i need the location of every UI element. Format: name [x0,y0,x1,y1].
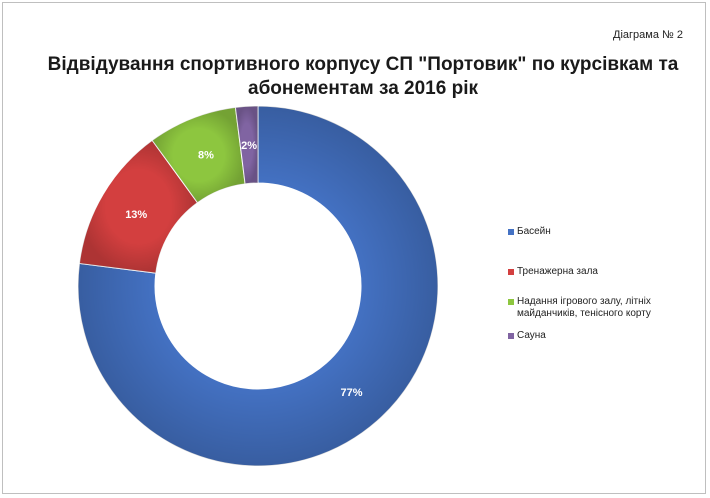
legend-item-0: Басейн [508,226,708,266]
chart-title: Відвідування спортивного корпусу СП "Пор… [47,54,679,99]
slice-label-1: 13% [125,209,147,221]
legend-swatch-0 [508,229,514,235]
slice-label-0: 77% [341,387,363,399]
chart-legend: Басейн Тренажерна зала Надання ігрового … [508,226,708,350]
legend-swatch-2 [508,299,514,305]
legend-item-2: Надання ігрового залу, літніх майданчикі… [508,296,708,330]
slice-label-2: 8% [198,149,214,161]
slice-shade-2 [152,107,246,203]
diagram-number-label: Діаграма № 2 [613,29,683,41]
legend-swatch-1 [508,269,514,275]
legend-label-1: Тренажерна зала [517,266,598,277]
legend-item-1: Тренажерна зала [508,266,708,296]
legend-label-0: Басейн [517,226,551,237]
slice-shade-0 [77,106,438,466]
legend-label-3: Сауна [517,330,546,341]
legend-swatch-3 [508,333,514,339]
legend-item-3: Сауна [508,330,708,350]
slice-shade-1 [79,140,198,274]
legend-label-2: Надання ігрового залу, літніх майданчикі… [517,296,651,319]
slice-shade-3 [235,106,258,184]
slice-label-3: 2% [241,140,257,152]
